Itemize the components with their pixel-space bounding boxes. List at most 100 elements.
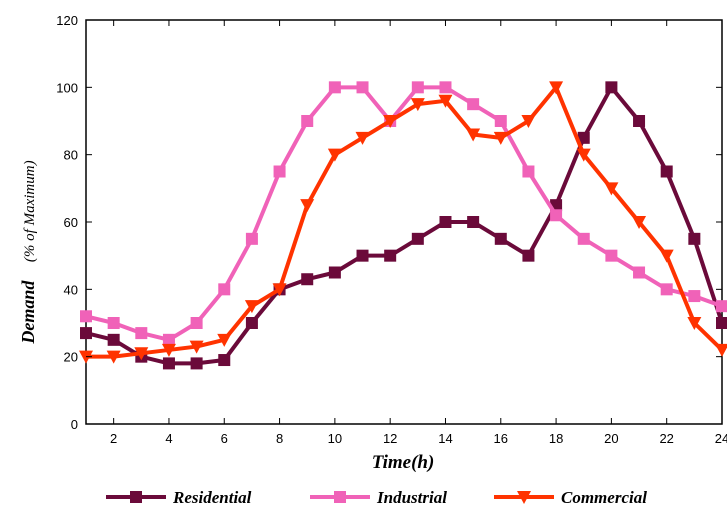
commercial-point	[576, 148, 591, 162]
legend: Residential Industrial Commercial	[106, 488, 647, 507]
legend-swatch-marker	[334, 491, 346, 503]
commercial-point	[659, 249, 674, 263]
commercial-point	[161, 343, 176, 357]
residential-point	[660, 165, 673, 178]
industrial-point	[356, 81, 369, 94]
y-tick-label: 100	[56, 80, 78, 95]
industrial-point	[688, 290, 701, 303]
residential-point	[162, 357, 175, 370]
industrial-point	[135, 327, 148, 340]
y-axis-title-sub: (% of Maximum)	[22, 160, 38, 262]
industrial-point	[522, 165, 535, 178]
x-tick-label: 22	[659, 431, 673, 446]
x-tick-label: 20	[604, 431, 618, 446]
legend-item-residential: Residential	[106, 488, 252, 507]
industrial-point	[162, 333, 175, 346]
commercial-point	[632, 216, 647, 229]
residential-point	[688, 232, 701, 245]
residential-line	[85, 85, 724, 366]
industrial-point	[190, 317, 203, 329]
commercial-point	[189, 340, 204, 354]
legend-label-commercial: Commercial	[561, 488, 647, 507]
industrial-line	[85, 85, 723, 342]
residential-point	[245, 317, 258, 329]
industrial-point	[467, 98, 480, 111]
y-tick-label: 20	[64, 350, 78, 365]
series-industrial	[80, 81, 727, 346]
industrial-point	[273, 165, 286, 178]
y-tick-label: 0	[71, 417, 78, 432]
commercial-point	[272, 283, 287, 297]
residential-point	[467, 216, 480, 228]
legend-swatch-marker	[130, 491, 142, 503]
residential-point	[190, 357, 203, 370]
residential-point	[328, 266, 341, 279]
y-axis-title-main: Demand	[18, 280, 38, 345]
residential-point	[356, 249, 369, 262]
residential-point	[218, 354, 231, 367]
x-tick-label: 16	[494, 431, 508, 446]
y-tick-label: 120	[56, 13, 78, 28]
industrial-point	[80, 310, 92, 323]
x-tick-label: 10	[328, 431, 342, 446]
commercial-point	[244, 300, 259, 314]
legend-swatch-marker	[517, 491, 531, 504]
industrial-point	[605, 249, 618, 262]
x-tick-label: 24	[715, 431, 727, 446]
commercial-point	[521, 115, 536, 128]
commercial-point	[466, 128, 481, 142]
industrial-point	[577, 232, 590, 245]
residential-point	[577, 131, 590, 144]
industrial-point	[218, 283, 231, 296]
industrial-point	[633, 266, 646, 279]
legend-label-residential: Residential	[172, 488, 252, 507]
commercial-point	[438, 94, 453, 108]
x-tick-label: 6	[221, 431, 228, 446]
residential-point	[522, 249, 535, 262]
industrial-point	[550, 209, 563, 222]
commercial-point	[134, 347, 149, 361]
industrial-point	[107, 317, 120, 329]
x-tick-label: 4	[165, 431, 172, 446]
residential-point	[439, 216, 452, 228]
commercial-point	[493, 131, 508, 145]
residential-point	[494, 232, 507, 245]
residential-point	[80, 327, 92, 340]
industrial-point	[411, 81, 424, 94]
y-tick-label: 60	[64, 215, 78, 230]
x-tick-label: 14	[438, 431, 452, 446]
residential-point	[411, 232, 424, 245]
residential-point	[716, 317, 727, 329]
industrial-point	[494, 115, 507, 127]
industrial-point	[328, 81, 341, 94]
industrial-point	[439, 81, 452, 94]
x-axis-title: Time(h)	[372, 452, 435, 473]
commercial-point	[383, 115, 398, 128]
x-tick-label: 18	[549, 431, 563, 446]
y-axis-title: Demand (% of Maximum)	[18, 160, 38, 344]
industrial-point	[301, 115, 314, 127]
commercial-point	[604, 182, 619, 196]
industrial-point	[716, 300, 727, 313]
commercial-point	[327, 148, 342, 162]
x-tick-label: 8	[276, 431, 283, 446]
legend-item-commercial: Commercial	[494, 488, 647, 507]
commercial-point	[549, 81, 564, 95]
y-tick-label: 40	[64, 282, 78, 297]
residential-point	[384, 249, 397, 262]
residential-point	[301, 273, 314, 286]
commercial-line	[86, 85, 724, 359]
industrial-point	[245, 232, 258, 245]
legend-item-industrial: Industrial	[310, 488, 447, 507]
x-tick-label: 2	[110, 431, 117, 446]
residential-point	[633, 115, 646, 127]
residential-point	[107, 333, 120, 346]
commercial-point	[355, 131, 370, 145]
residential-point	[605, 81, 618, 94]
series-layer	[79, 81, 727, 370]
commercial-point	[687, 317, 702, 330]
industrial-point	[660, 283, 673, 296]
commercial-point	[300, 199, 315, 213]
